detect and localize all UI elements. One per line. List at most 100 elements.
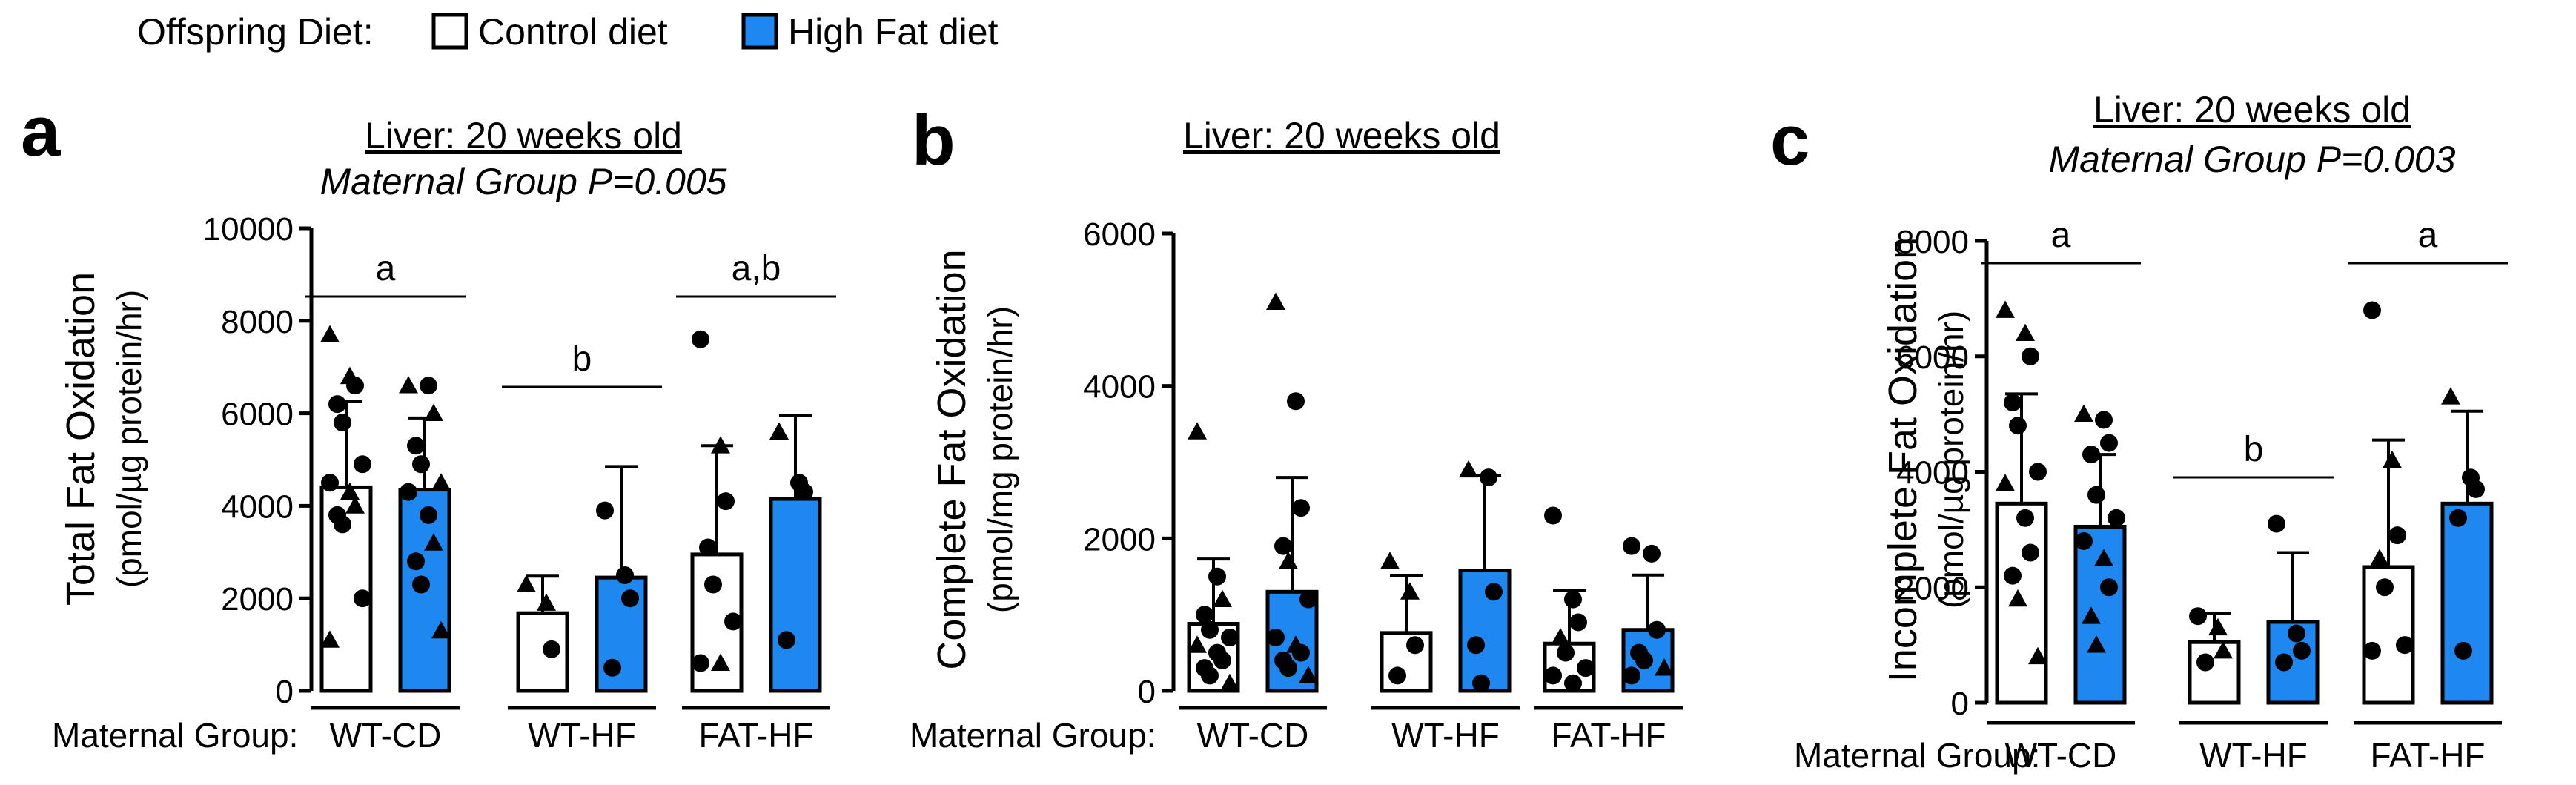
data-point-circle	[420, 506, 437, 524]
significance-label: b	[2244, 430, 2264, 469]
data-point-circle	[2082, 446, 2100, 464]
data-point-circle	[420, 377, 437, 395]
bar-high-fat-wt-cd	[2073, 524, 2127, 705]
data-point-circle	[1467, 636, 1485, 655]
x-tick-label: FAT-HF	[698, 716, 813, 755]
data-point-circle	[1557, 643, 1575, 662]
y-tick-label: 2000	[221, 581, 294, 617]
data-point-circle	[2388, 526, 2406, 545]
data-point-triangle	[424, 533, 443, 551]
data-point-circle	[1623, 537, 1640, 555]
data-point-circle	[1213, 651, 1231, 669]
data-point-circle	[1643, 544, 1661, 563]
data-point-circle	[334, 414, 351, 432]
y-tick-label: 8000	[1896, 224, 1969, 260]
data-point-circle	[603, 658, 621, 677]
data-point-triangle	[2441, 387, 2460, 405]
data-point-circle	[2449, 509, 2467, 527]
data-point-circle	[616, 566, 634, 584]
data-point-circle	[717, 492, 735, 511]
y-tick-label: 10000	[203, 211, 294, 248]
x-tick-label: FAT-HF	[2370, 736, 2485, 775]
plot-area: 0 2000 4000 6000 8000 WT-CD WT-HF FAT-HF a b a	[1896, 216, 2508, 775]
data-point-circle	[1221, 629, 1239, 647]
y-tick-label: 0	[1138, 674, 1156, 710]
data-point-triangle	[1299, 666, 1318, 683]
data-point-triangle	[2008, 589, 2027, 607]
bar-high-fat-fat-hf	[2440, 501, 2494, 705]
panel-a: a Liver: 20 weeks old Maternal Group P=0…	[21, 92, 836, 755]
data-point-triangle	[1188, 422, 1207, 440]
data-point-triangle	[2383, 450, 2402, 468]
data-point-triangle	[1400, 582, 1420, 600]
data-point-triangle	[2016, 323, 2035, 341]
panel-b: b Liver: 20 weeks old Complete Fat Oxida…	[910, 101, 1683, 755]
data-point-triangle	[1266, 292, 1285, 310]
data-point-circle	[1292, 643, 1310, 662]
data-point-triangle	[2214, 640, 2233, 659]
data-point-triangle	[517, 574, 536, 592]
x-tick-label: WT-HF	[1391, 716, 1500, 755]
data-point-circle	[1648, 620, 1666, 639]
y-tick-label: 4000	[1083, 369, 1156, 405]
y-tick-label: 4000	[1896, 455, 1969, 491]
data-point-circle	[724, 612, 742, 631]
data-point-triangle	[1188, 635, 1207, 653]
data-point-circle	[621, 589, 639, 608]
data-point-circle	[2293, 641, 2311, 660]
y-tick-label: 6000	[1083, 216, 1156, 253]
data-point-triangle	[1459, 460, 1478, 478]
data-point-circle	[1274, 537, 1292, 555]
y-tick-label: 6000	[1896, 339, 1969, 376]
data-point-circle	[2004, 566, 2022, 585]
legend-title: Offspring Diet:	[137, 11, 374, 53]
data-point-circle	[1388, 666, 1406, 685]
data-point-circle	[1544, 666, 1562, 685]
data-point-circle	[2029, 463, 2047, 481]
data-point-triangle	[424, 403, 443, 421]
data-point-triangle	[320, 630, 340, 648]
data-point-triangle	[769, 422, 789, 440]
panel-letter: a	[21, 92, 61, 171]
bar-control-wt-hf	[2188, 640, 2241, 705]
data-point-circle	[692, 654, 709, 672]
y-axis-label: Total Fat Oxidation	[59, 272, 103, 606]
panel-title: Liver: 20 weeks old	[1183, 115, 1500, 156]
data-point-circle	[1208, 567, 1226, 586]
data-point-circle	[2376, 578, 2394, 597]
legend-swatch-control	[431, 13, 468, 50]
y-axis-units: (pmol/µg protein/hr)	[110, 290, 148, 588]
data-point-circle	[1299, 590, 1317, 609]
data-point-circle	[1544, 506, 1562, 525]
data-point-circle	[2454, 641, 2472, 660]
data-point-triangle	[1380, 552, 1400, 569]
panel-c: c Liver: 20 weeks old Maternal Group P=0…	[1770, 89, 2508, 775]
data-point-triangle	[340, 482, 360, 500]
data-point-circle	[795, 483, 813, 501]
y-tick-label: 2000	[1083, 521, 1156, 557]
panel-title: Liver: 20 weeks old	[365, 115, 682, 156]
data-point-triangle	[537, 593, 556, 611]
x-tick-label: WT-CD	[1197, 716, 1309, 755]
data-point-circle	[328, 395, 346, 414]
data-point-circle	[354, 589, 371, 608]
bar-high-fat-wt-cd	[398, 488, 451, 693]
bar-high-fat-fat-hf	[769, 497, 822, 693]
data-point-circle	[2100, 578, 2118, 597]
data-point-triangle	[431, 473, 451, 491]
data-point-circle	[346, 377, 364, 395]
data-point-circle	[1196, 606, 1213, 624]
data-point-circle	[407, 552, 425, 571]
data-point-triangle	[399, 376, 418, 394]
data-point-triangle	[2074, 404, 2093, 423]
data-point-triangle	[2087, 635, 2106, 653]
data-point-circle	[1577, 659, 1595, 678]
y-axis-label: Incomplete Fat Oxidation	[1881, 237, 1925, 682]
significance-label: a	[376, 249, 396, 288]
data-point-circle	[596, 501, 614, 520]
data-point-circle	[1485, 583, 1503, 601]
data-point-circle	[2009, 417, 2027, 435]
y-axis-label: Complete Fat Oxidation	[930, 249, 974, 669]
data-point-triangle	[2082, 606, 2101, 624]
